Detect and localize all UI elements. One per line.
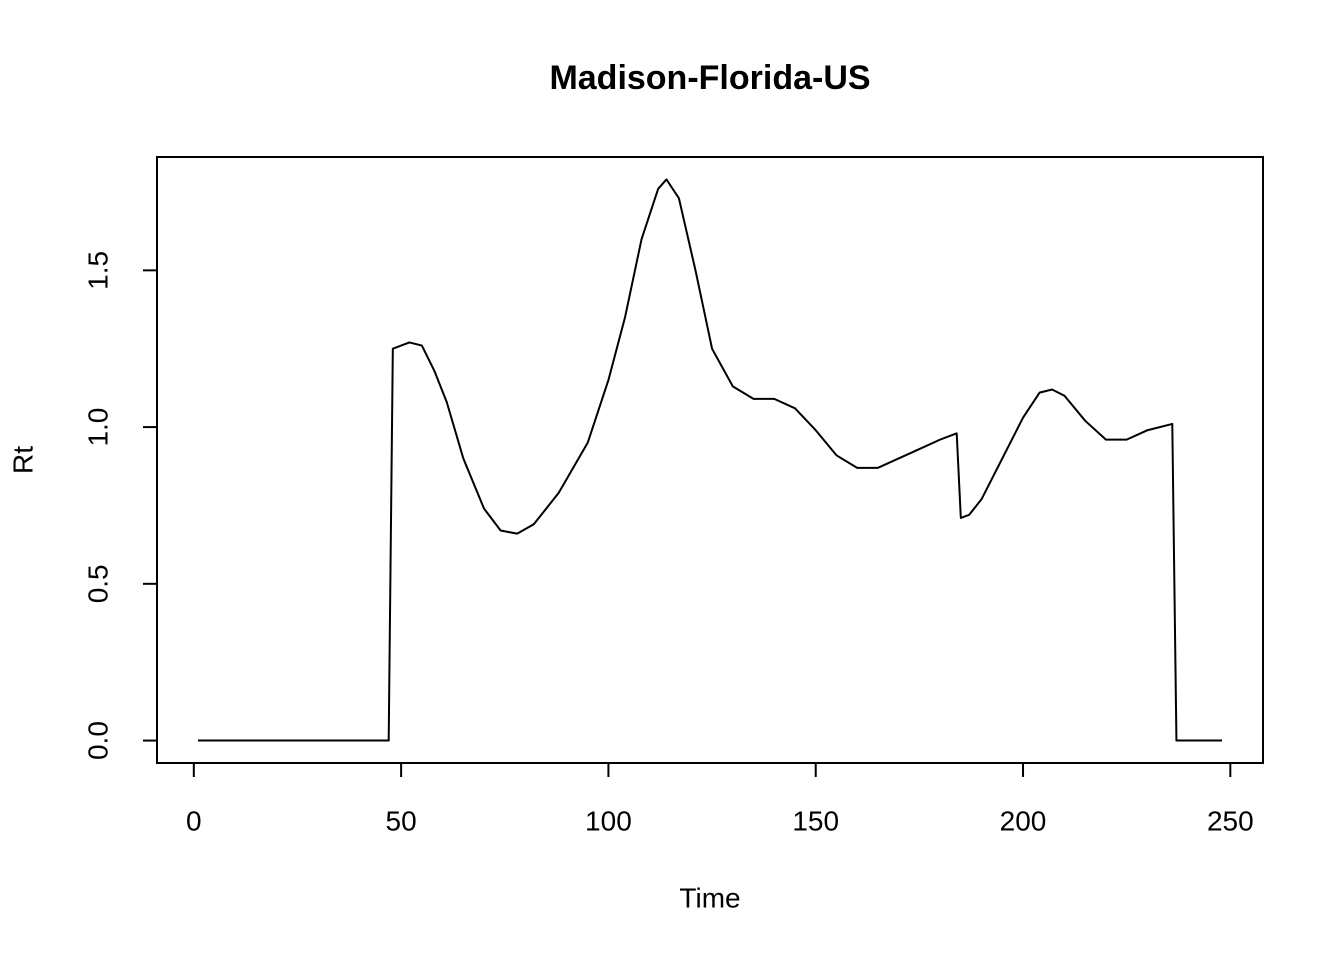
plot-frame: [156, 156, 1264, 764]
x-tick-label: 150: [792, 805, 839, 836]
y-tick-label: 0.5: [82, 564, 113, 603]
x-tick-label: 0: [186, 805, 202, 836]
x-tick-label: 250: [1207, 805, 1254, 836]
x-tick-label: 50: [386, 805, 417, 836]
chart-title: Madison-Florida-US: [549, 59, 870, 97]
x-axis-label: Time: [679, 882, 740, 913]
line-series: [197, 178, 1223, 742]
y-tick-label: 1.5: [82, 251, 113, 290]
y-tick-label: 1.0: [82, 408, 113, 447]
y-tick-label: 0.0: [82, 721, 113, 760]
x-tick-label: 100: [585, 805, 632, 836]
y-axis-label: Rt: [7, 446, 38, 474]
x-tick-label: 200: [1000, 805, 1047, 836]
